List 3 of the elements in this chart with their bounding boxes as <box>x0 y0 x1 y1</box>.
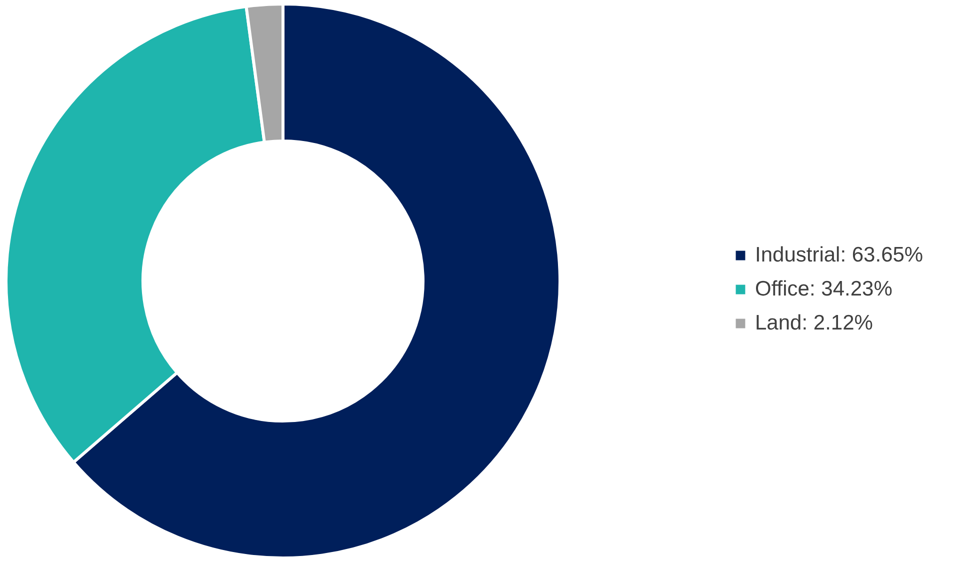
legend-label: Office: 34.23% <box>755 278 892 300</box>
legend-label: Industrial: 63.65% <box>755 244 924 266</box>
legend-label: Land: 2.12% <box>755 312 873 334</box>
